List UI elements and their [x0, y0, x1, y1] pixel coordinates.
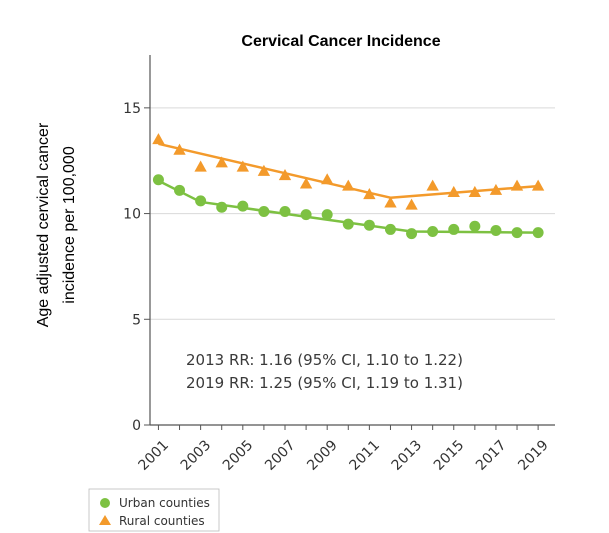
annotation-2019-rr: 2019 RR: 1.25 (95% CI, 1.19 to 1.31)	[186, 374, 463, 392]
data-point-urban	[406, 228, 418, 240]
data-point-rural	[278, 169, 292, 181]
data-point-urban	[427, 226, 439, 238]
data-point-urban	[490, 224, 502, 236]
chart-title: Cervical Cancer Incidence	[241, 33, 440, 50]
data-point-urban	[321, 209, 333, 221]
x-tick-label: 2005	[220, 437, 257, 474]
data-point-rural	[405, 198, 418, 210]
data-point-rural	[321, 173, 334, 185]
x-tick-label: 2013	[389, 437, 426, 474]
data-point-urban	[342, 218, 354, 230]
data-point-rural	[152, 133, 165, 145]
data-point-rural	[342, 179, 355, 191]
y-tick-label: 10	[123, 207, 141, 223]
data-point-urban	[448, 223, 460, 235]
y-tick-label: 15	[123, 101, 141, 117]
data-point-rural	[384, 196, 397, 208]
data-point-urban	[195, 195, 207, 207]
x-tick-label: 2001	[136, 437, 173, 474]
x-tick-label: 2015	[431, 437, 468, 474]
legend-label-rural: Rural counties	[119, 514, 205, 528]
legend: Urban counties Rural counties	[88, 488, 220, 532]
data-point-urban	[152, 174, 164, 186]
data-point-urban	[384, 223, 396, 235]
axes	[144, 55, 555, 430]
x-tick-label: 2011	[346, 437, 383, 474]
data-point-urban	[511, 227, 523, 239]
x-tick-label: 2017	[473, 437, 510, 474]
legend-marker-rural	[99, 515, 111, 525]
data-point-urban	[300, 209, 312, 221]
data-point-urban	[469, 220, 481, 232]
data-point-rural	[299, 177, 313, 189]
annotation-2013-rr: 2013 RR: 1.16 (95% CI, 1.10 to 1.22)	[186, 351, 463, 369]
data-point-rural	[510, 179, 524, 191]
data-point-rural	[489, 183, 503, 195]
data-point-rural	[447, 185, 460, 197]
x-tick-label: 2019	[515, 437, 552, 474]
data-point-urban	[532, 227, 544, 239]
x-tick-label: 2003	[178, 437, 215, 474]
data-point-rural	[531, 179, 545, 191]
y-axis-label-line-2: incidence per 100,000	[61, 146, 78, 304]
data-point-urban	[216, 201, 228, 213]
data-markers	[152, 133, 545, 240]
x-tick-label: 2009	[304, 437, 341, 474]
data-point-rural	[236, 160, 249, 172]
data-point-urban	[237, 200, 249, 212]
x-tick-label: 2007	[262, 437, 299, 474]
data-point-rural	[257, 164, 271, 176]
data-point-rural	[215, 156, 228, 168]
data-point-rural	[363, 188, 376, 200]
data-point-urban	[258, 205, 270, 217]
legend-marker-urban	[100, 498, 110, 508]
legend-label-urban: Urban counties	[119, 496, 210, 510]
data-point-urban	[279, 205, 291, 217]
y-tick-label: 5	[132, 312, 141, 328]
data-point-rural	[468, 185, 482, 197]
grid	[150, 107, 555, 320]
data-point-urban	[174, 184, 186, 196]
legend-box	[88, 488, 220, 532]
data-point-rural	[194, 160, 207, 172]
y-tick-label: 0	[132, 418, 141, 434]
y-axis-label-line-1: Age adjusted cervical cancer	[35, 122, 52, 327]
data-point-urban	[363, 219, 375, 231]
data-point-rural	[426, 179, 439, 191]
data-point-rural	[173, 143, 186, 155]
